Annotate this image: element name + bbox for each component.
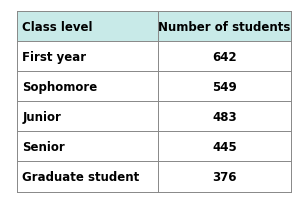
Bar bbox=[158, 12, 291, 42]
Bar bbox=[158, 102, 291, 132]
Text: Class level: Class level bbox=[22, 21, 93, 34]
Bar bbox=[158, 132, 291, 162]
Bar bbox=[158, 72, 291, 102]
Text: Graduate student: Graduate student bbox=[22, 170, 140, 183]
Bar bbox=[158, 42, 291, 72]
Text: Number of students: Number of students bbox=[158, 21, 291, 34]
Bar bbox=[158, 162, 291, 192]
Bar bbox=[17, 132, 158, 162]
Text: First year: First year bbox=[22, 51, 87, 64]
Text: 483: 483 bbox=[212, 110, 237, 123]
Text: 376: 376 bbox=[212, 170, 237, 183]
Bar bbox=[17, 72, 158, 102]
Bar bbox=[17, 12, 158, 42]
Text: Senior: Senior bbox=[22, 140, 65, 153]
Bar bbox=[17, 102, 158, 132]
Text: 549: 549 bbox=[212, 81, 237, 94]
Text: Junior: Junior bbox=[22, 110, 61, 123]
Bar bbox=[17, 42, 158, 72]
Bar bbox=[17, 162, 158, 192]
Text: 445: 445 bbox=[212, 140, 237, 153]
Text: 642: 642 bbox=[212, 51, 237, 64]
Text: Sophomore: Sophomore bbox=[22, 81, 98, 94]
